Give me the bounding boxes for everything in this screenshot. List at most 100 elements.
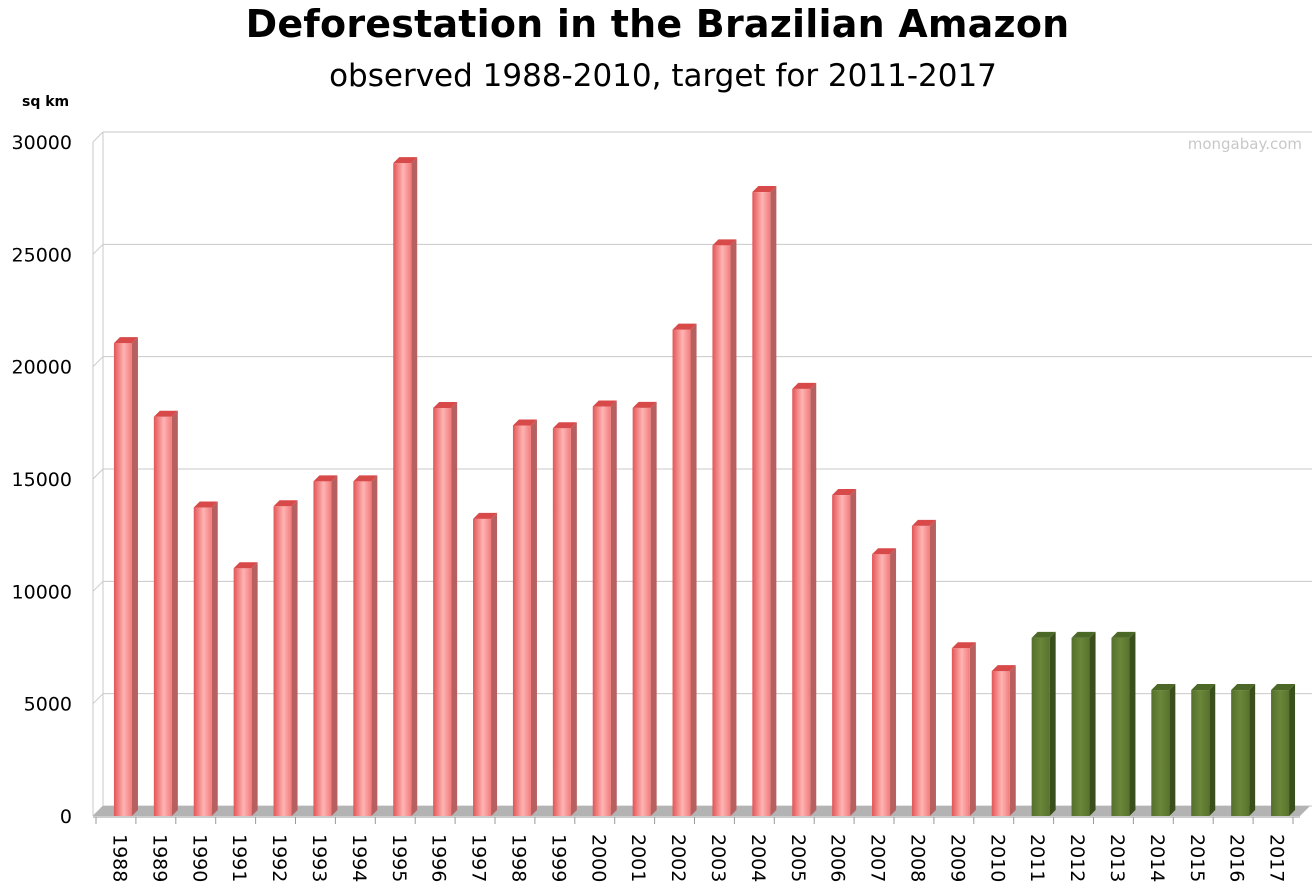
bar-front [872, 554, 891, 816]
bar-front [712, 245, 731, 817]
bar-side [331, 475, 338, 816]
bar-front [951, 648, 970, 816]
y-tick-label: 15000 [12, 469, 72, 491]
bar-front [672, 329, 691, 816]
bar-side [570, 422, 577, 816]
x-tick-label: 1991 [228, 834, 250, 882]
x-tick-label: 1989 [148, 834, 170, 882]
bar-front [1191, 690, 1210, 816]
bar-side [770, 186, 777, 817]
x-tick-label: 2004 [747, 834, 769, 882]
bar-top [1271, 684, 1296, 691]
bar-top [991, 665, 1016, 672]
bar-front [1111, 637, 1130, 816]
bar-side [1169, 684, 1176, 816]
bar-front [592, 406, 611, 816]
bar-top [672, 323, 697, 330]
bar-side [650, 401, 657, 816]
bar-front [233, 568, 252, 816]
bar-top [1071, 631, 1096, 638]
bar-top [1031, 631, 1056, 638]
bar-top [1151, 684, 1176, 691]
bar-1997 [473, 512, 498, 816]
bar-1995 [393, 157, 418, 817]
x-tick-label: 2017 [1266, 834, 1288, 882]
bar-side [171, 410, 178, 816]
x-tick-label: 2011 [1026, 834, 1048, 882]
bar-top [632, 401, 657, 408]
bar-front [752, 192, 771, 817]
bar-top [313, 475, 338, 482]
gridline-diagonal [92, 580, 104, 592]
bar-side [211, 501, 218, 816]
y-tick-label: 5000 [24, 694, 72, 716]
bar-2009 [951, 642, 976, 816]
bar-side [291, 500, 298, 816]
x-tick-label: 2005 [787, 834, 809, 882]
x-tick-label: 2000 [587, 834, 609, 882]
bar-2005 [792, 382, 817, 816]
bar-front [1071, 637, 1090, 816]
gridline-diagonal [92, 468, 104, 480]
bar-top [233, 562, 258, 569]
bar-1998 [512, 419, 537, 816]
bar-top [153, 410, 178, 417]
bar-side [131, 337, 138, 816]
bar-1993 [313, 475, 338, 816]
bar-front [1231, 690, 1250, 816]
x-tick-label: 2012 [1066, 834, 1088, 882]
bar-front [911, 525, 930, 816]
x-tick-label: 1998 [507, 834, 529, 882]
bar-front [1271, 690, 1290, 816]
x-tick-label: 1992 [268, 834, 290, 882]
bar-top [512, 419, 537, 426]
bar-2016 [1231, 684, 1256, 816]
bar-top [273, 500, 298, 507]
bar-side [411, 157, 418, 817]
gridline-diagonal [92, 693, 104, 705]
bar-front [1151, 690, 1170, 816]
bar-2010 [991, 665, 1016, 816]
bar-1990 [193, 501, 218, 816]
bar-2012 [1071, 631, 1096, 816]
x-tick-label: 1988 [108, 834, 130, 882]
gridline-diagonal [92, 243, 104, 255]
bar-front [313, 481, 332, 816]
bar-side [1049, 631, 1056, 816]
bar-front [273, 506, 292, 816]
bar-2001 [632, 401, 657, 816]
chart-subtitle: observed 1988-2010, target for 2011-2017 [329, 58, 997, 94]
bar-1988 [113, 337, 138, 816]
bar-top [433, 401, 458, 408]
bar-front [1031, 637, 1050, 816]
bar-front [193, 507, 212, 816]
bar-2000 [592, 400, 617, 816]
y-tick-label: 25000 [12, 244, 72, 266]
bar-2014 [1151, 684, 1176, 816]
bar-front [552, 428, 571, 816]
bar-side [610, 400, 617, 816]
watermark: mongabay.com [1187, 135, 1302, 153]
x-tick-label: 2010 [986, 834, 1008, 882]
y-tick-label: 0 [60, 806, 72, 828]
bar-top [193, 501, 218, 508]
x-tick-label: 2001 [627, 834, 649, 882]
x-tick-label: 1999 [547, 834, 569, 882]
x-tick-label: 2014 [1146, 834, 1168, 882]
bar-top [752, 186, 777, 193]
x-tick-label: 2013 [1106, 834, 1128, 882]
x-tick-label: 1990 [188, 834, 210, 882]
bar-2002 [672, 323, 697, 816]
bar-side [451, 401, 458, 816]
bar-top [911, 519, 936, 526]
bar-front [113, 343, 132, 816]
x-tick-label: 2002 [667, 834, 689, 882]
x-tick-label: 1995 [388, 834, 410, 882]
bar-top [592, 400, 617, 407]
bar-2008 [911, 519, 936, 816]
bar-side [1209, 684, 1216, 816]
y-tick-label: 10000 [12, 581, 72, 603]
x-tick-label: 2003 [707, 834, 729, 882]
bar-side [251, 562, 258, 816]
bar-2013 [1111, 631, 1136, 816]
